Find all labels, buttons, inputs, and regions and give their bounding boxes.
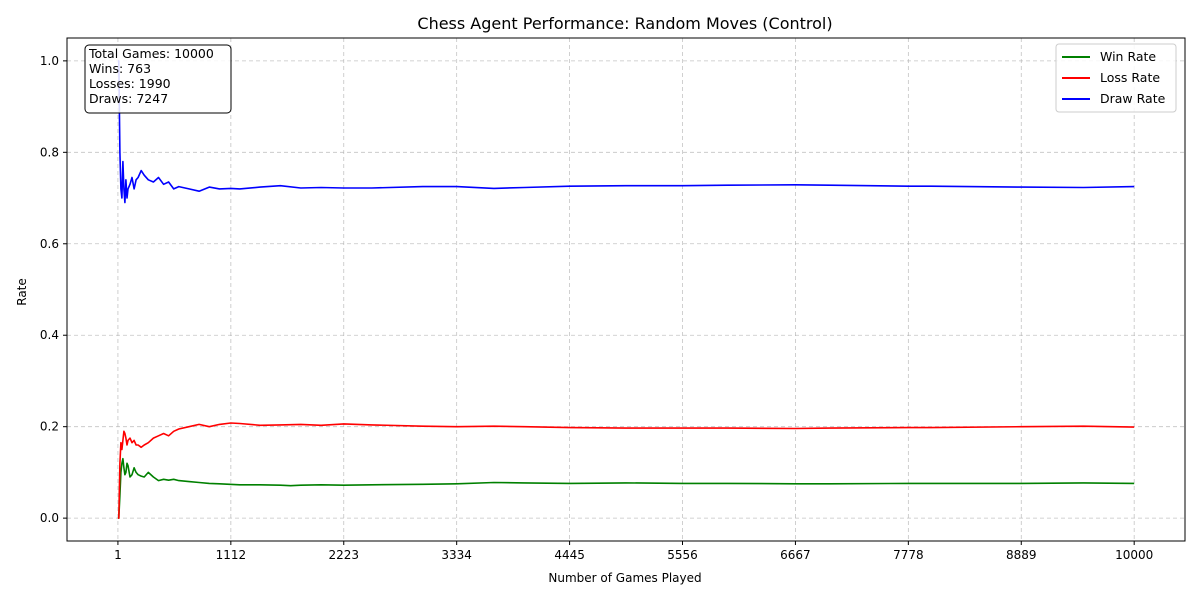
y-tick-label: 0.8 [40,145,59,159]
y-tick-label: 1.0 [40,54,59,68]
x-tick-label: 2223 [328,548,359,562]
x-tick-label: 8889 [1006,548,1037,562]
y-axis: 0.0 0.2 0.4 0.6 0.8 1.0 [40,54,67,525]
legend-entry: Win Rate [1100,49,1156,64]
x-axis: 1 1112 2223 3334 4445 5556 6667 7778 8889 10000 [114,541,1153,562]
legend-background [1055,43,1177,113]
stats-line: Total Games: 10000 [88,46,214,61]
stats-line: Draws: 7247 [89,91,168,106]
x-tick-label: 3334 [441,548,472,562]
x-axis-label: Number of Games Played [548,571,701,585]
series-line-loss-rate [117,422,1135,519]
x-tick-label: 1112 [216,548,247,562]
plot-frame [66,37,1186,542]
grid [67,38,1185,541]
legend: Win Rate Loss Rate Draw Rate [1055,43,1177,113]
y-axis-label: Rate [15,278,29,306]
series-line-win-rate [117,457,1135,519]
chart-title: Chess Agent Performance: Random Moves (C… [417,14,832,33]
y-tick-label: 0.6 [40,237,59,251]
stats-box-background [84,44,232,114]
x-tick-label: 10000 [1115,548,1153,562]
stats-line: Wins: 763 [89,61,151,76]
x-tick-label: 1 [114,548,122,562]
y-tick-label: 0.0 [40,511,59,525]
stats-line: Losses: 1990 [89,76,171,91]
y-tick-label: 0.4 [40,328,59,342]
y-tick-label: 0.2 [40,420,59,434]
series-line-draw-rate [117,60,1135,204]
x-tick-label: 5556 [667,548,698,562]
x-tick-label: 7778 [893,548,924,562]
legend-entry: Draw Rate [1100,91,1166,106]
legend-entry: Loss Rate [1100,70,1160,85]
x-tick-label: 6667 [780,548,811,562]
series-layer [117,60,1135,519]
x-tick-label: 4445 [554,548,585,562]
